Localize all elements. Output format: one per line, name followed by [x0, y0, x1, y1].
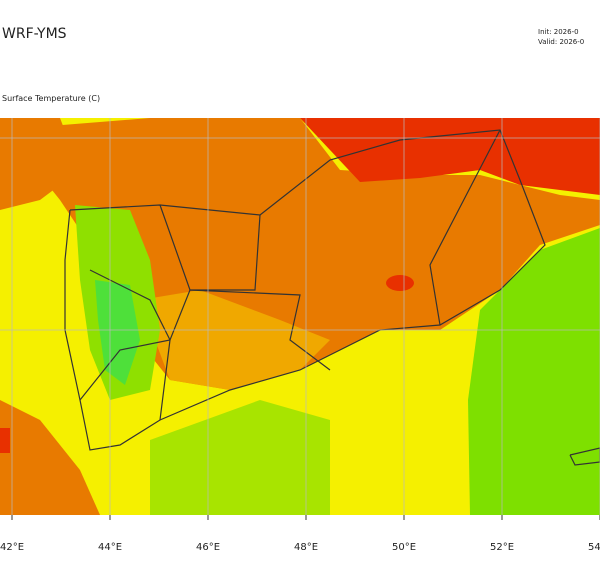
sea-cool: [468, 228, 600, 515]
valid-time: Valid: 2026-0: [538, 38, 584, 46]
hot-spot: [386, 275, 414, 291]
x-tick-label: 44°E: [98, 542, 122, 553]
gulf-cool: [150, 400, 330, 515]
hot-spot: [0, 428, 10, 453]
x-tick-label: 50°E: [392, 542, 416, 553]
field-label: Surface Temperature (C): [2, 94, 100, 103]
x-tick-label: 54°E: [588, 542, 600, 553]
model-title: WRF-YMS: [2, 26, 67, 42]
coastal-warm: [0, 118, 80, 210]
x-tick-label: 52°E: [490, 542, 514, 553]
transition-band: [140, 290, 330, 390]
southwest-warm: [0, 400, 100, 515]
country-border: [429, 129, 501, 326]
island-border: [569, 447, 600, 466]
init-time: Init: 2026-0: [538, 28, 579, 36]
x-tick-label: 42°E: [0, 542, 24, 553]
country-border: [64, 129, 546, 451]
province-border: [89, 269, 171, 421]
x-tick-label: 46°E: [196, 542, 220, 553]
x-tick-label: 48°E: [294, 542, 318, 553]
temperature-map: 42°E 44°E 46°E 48°E 50°E 52°E 54°E: [0, 118, 600, 553]
province-border: [159, 204, 331, 371]
province-border: [79, 214, 261, 401]
hot-region: [300, 118, 600, 195]
highlands-coolest: [95, 280, 140, 385]
